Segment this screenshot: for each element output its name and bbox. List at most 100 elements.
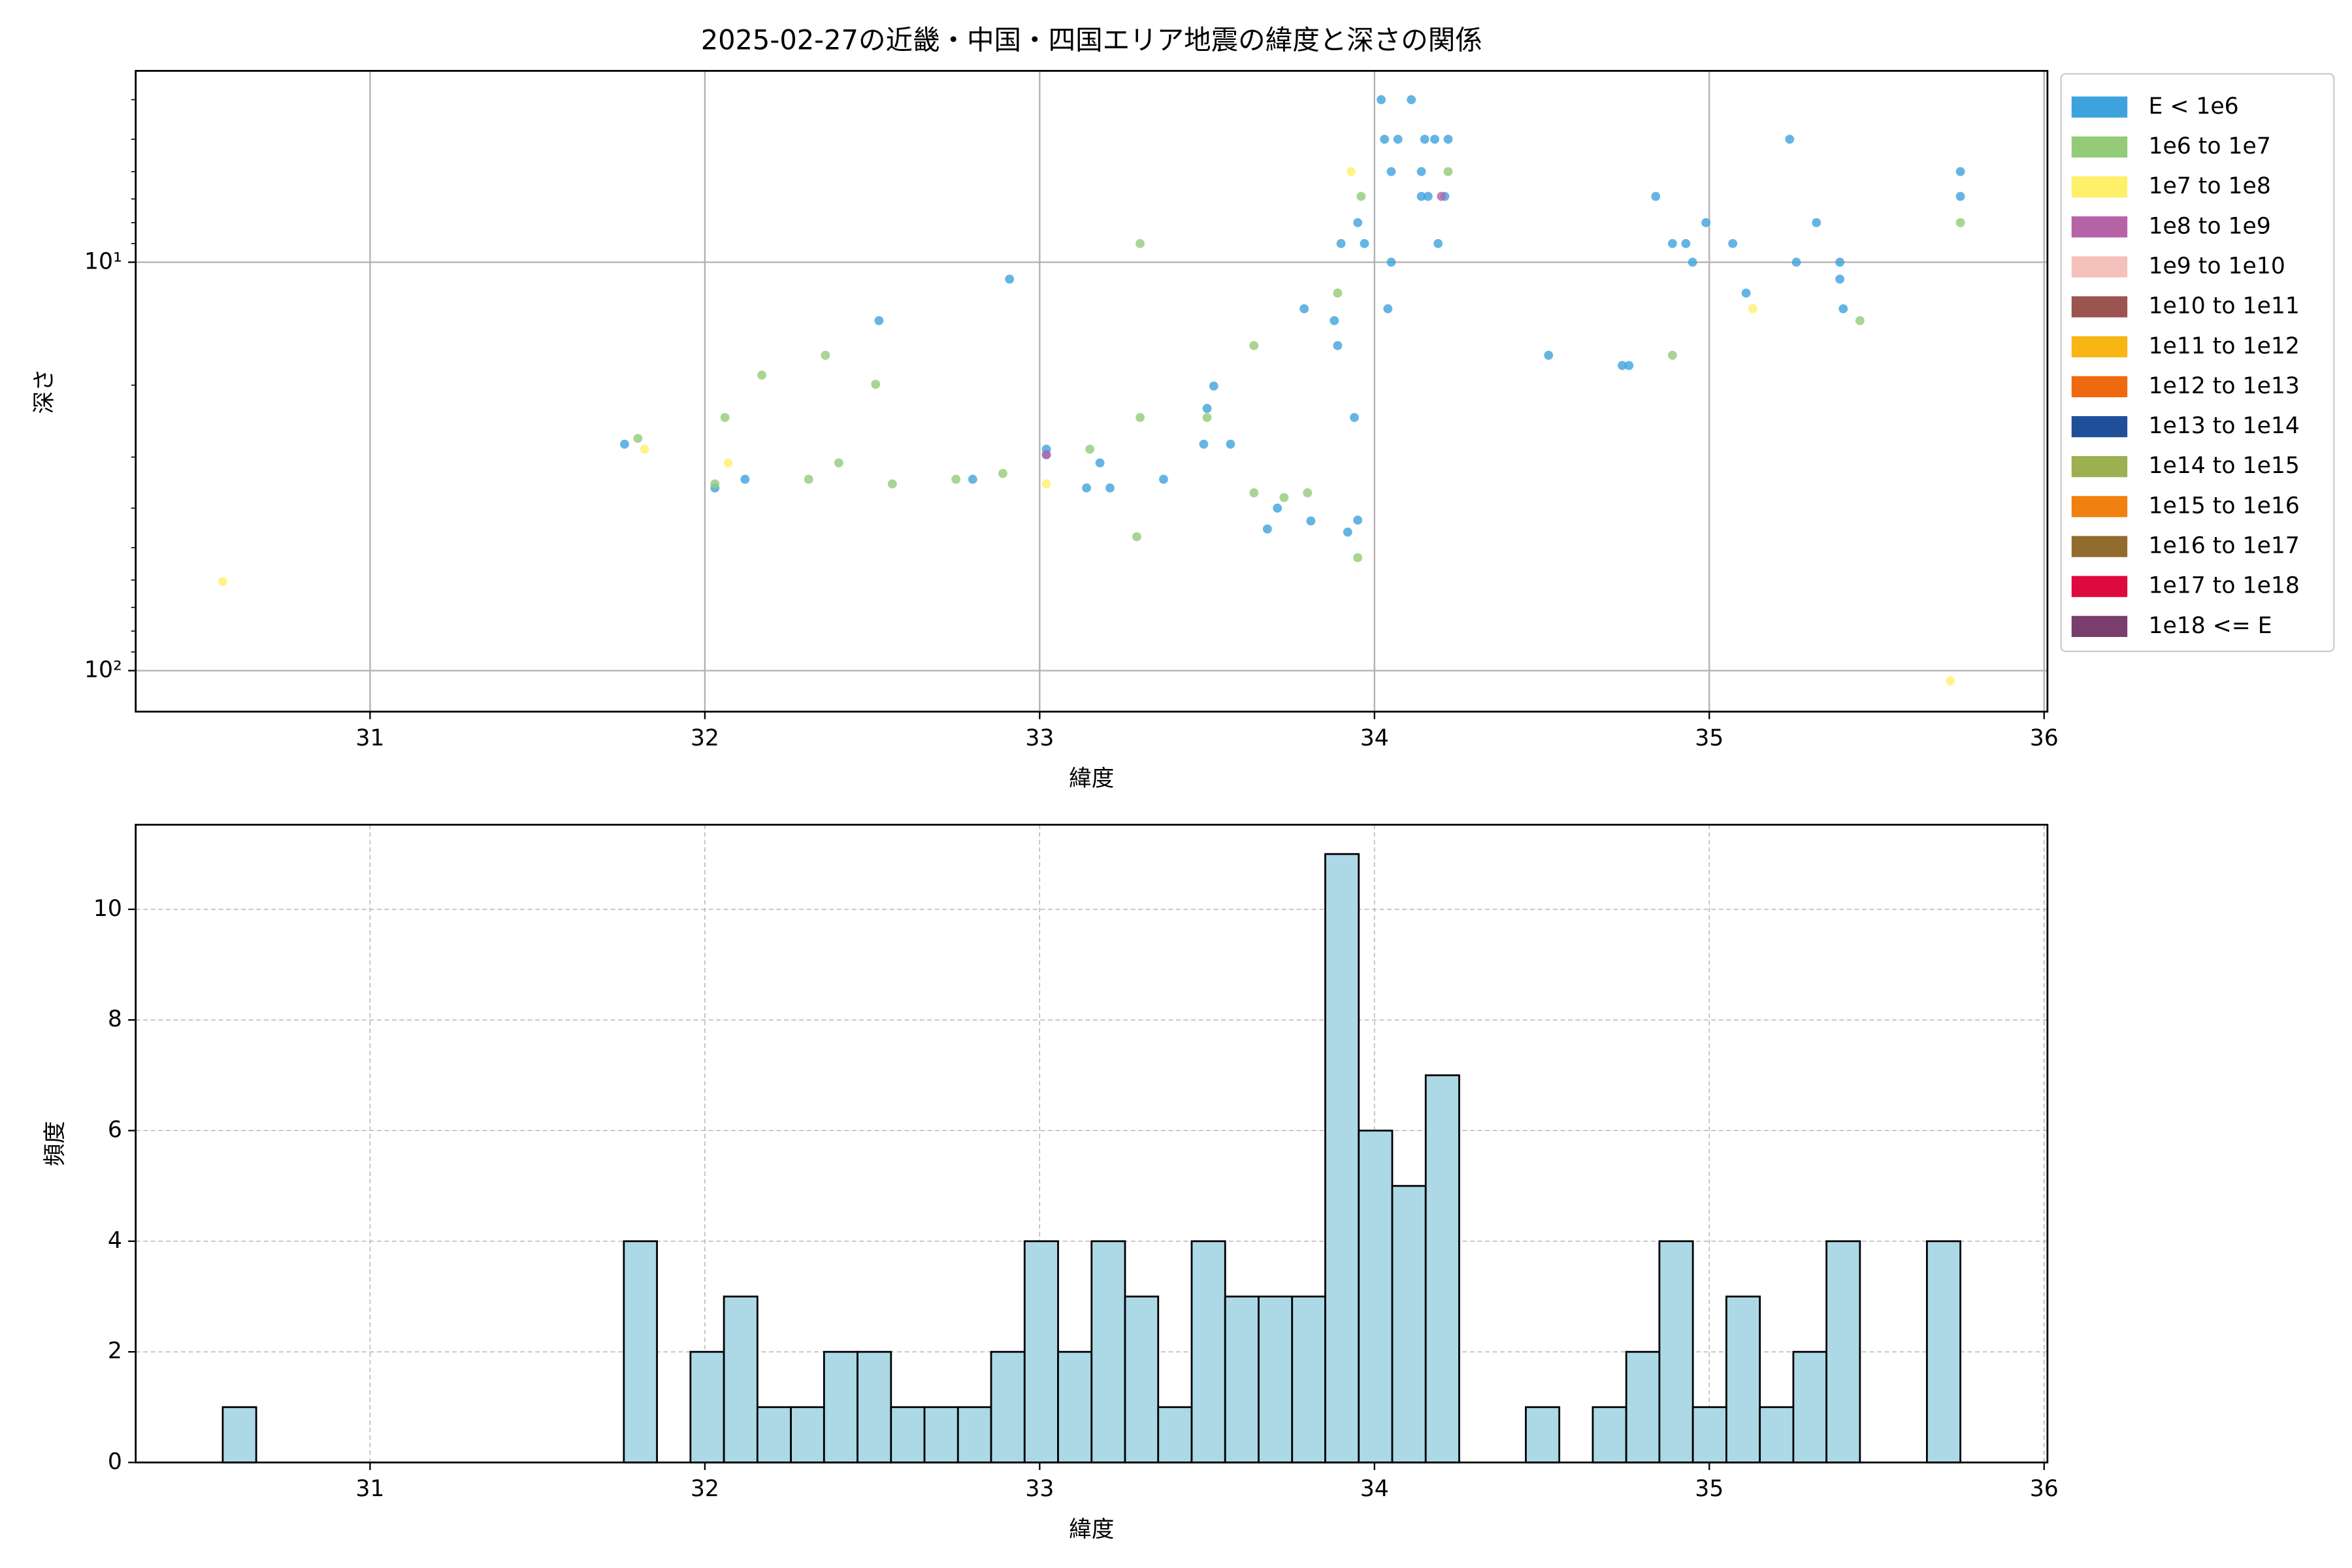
y-tick-label: 6 (108, 1117, 122, 1143)
point (1202, 413, 1212, 422)
point (1082, 483, 1092, 493)
point (1262, 524, 1272, 534)
point (1199, 439, 1209, 449)
point (1041, 450, 1051, 459)
point (871, 380, 881, 389)
point (1386, 167, 1396, 176)
point (834, 458, 843, 468)
y-tick-label: 4 (108, 1228, 122, 1254)
bar (1825, 1240, 1861, 1463)
bar (1023, 1240, 1059, 1463)
point (887, 479, 897, 489)
point (1347, 167, 1356, 176)
legend-swatch (2071, 536, 2128, 557)
point (720, 413, 730, 422)
point (1955, 191, 1965, 201)
point (1353, 553, 1363, 563)
y-axis-label: 深さ (31, 368, 57, 414)
point (1741, 288, 1751, 298)
point (1618, 361, 1627, 370)
legend-swatch (2071, 456, 2128, 478)
legend-swatch (2071, 136, 2128, 158)
point (1299, 304, 1309, 314)
point (1336, 238, 1346, 248)
plot-frame (135, 823, 2049, 1463)
y-tick-label: 10¹ (84, 248, 122, 274)
legend-label: 1e15 to 1e16 (2148, 493, 2299, 519)
bar (956, 1406, 992, 1463)
point (1443, 135, 1453, 144)
bar (823, 1350, 858, 1463)
x-tick-label: 31 (355, 725, 384, 751)
point (1226, 439, 1235, 449)
legend-swatch (2071, 336, 2128, 357)
point (1353, 515, 1363, 525)
legend-label: 1e12 to 1e13 (2148, 373, 2299, 399)
point (1681, 238, 1691, 248)
point (1343, 527, 1352, 537)
bar (857, 1350, 892, 1463)
x-tick-label: 32 (691, 1476, 719, 1502)
point (1353, 218, 1363, 227)
x-tick-label: 33 (1025, 725, 1054, 751)
bar (890, 1406, 926, 1463)
point (1946, 676, 1955, 686)
bar (1759, 1406, 1795, 1463)
point (640, 444, 649, 454)
point (1132, 532, 1141, 542)
bar (1358, 1130, 1394, 1463)
point (1306, 516, 1316, 526)
x-tick-label: 36 (2030, 1476, 2059, 1502)
point (723, 458, 733, 468)
point (1443, 167, 1453, 176)
x-tick-label: 34 (1360, 1476, 1389, 1502)
point (1416, 167, 1426, 176)
point (757, 370, 766, 380)
legend-label: 1e14 to 1e15 (2148, 453, 2299, 479)
x-tick-label: 34 (1360, 725, 1389, 751)
legend-label: 1e8 to 1e9 (2148, 213, 2270, 239)
legend-swatch (2071, 615, 2128, 637)
point (1209, 381, 1218, 391)
bar (689, 1350, 725, 1463)
x-tick-label: 33 (1025, 1476, 1054, 1502)
point (1135, 238, 1145, 248)
point (1350, 413, 1359, 422)
bar (1424, 1074, 1460, 1463)
point (1423, 191, 1433, 201)
y-tick-label: 0 (108, 1448, 122, 1475)
point (1667, 238, 1677, 248)
point (619, 439, 629, 449)
legend-label: 1e7 to 1e8 (2148, 173, 2270, 199)
x-axis-label: 緯度 (1069, 766, 1114, 792)
point (1955, 218, 1965, 227)
bar (756, 1406, 792, 1463)
point (951, 474, 961, 484)
point (1437, 191, 1446, 201)
point (1748, 304, 1757, 314)
bar (1691, 1406, 1727, 1463)
point (1105, 483, 1115, 493)
bar (1258, 1296, 1294, 1463)
point (968, 474, 977, 484)
point (1667, 350, 1677, 360)
chart-title: 2025-02-27の近畿・中国・四国エリア地震の緯度と深さの関係 (701, 24, 1482, 56)
legend-label: 1e18 <= E (2148, 613, 2272, 639)
point (1838, 304, 1848, 314)
point (1544, 350, 1554, 360)
point (821, 350, 830, 360)
point (1095, 458, 1105, 468)
point (1380, 135, 1390, 144)
bar (1391, 1184, 1427, 1463)
point (998, 468, 1007, 478)
bar (1525, 1406, 1561, 1463)
point (1420, 135, 1429, 144)
point (1279, 493, 1289, 502)
x-tick-label: 35 (1695, 725, 1723, 751)
legend-box (2060, 73, 2335, 653)
x-axis-label: 緯度 (1069, 1516, 1114, 1543)
point (1377, 95, 1386, 105)
point (1041, 479, 1051, 489)
bar (1057, 1350, 1093, 1463)
